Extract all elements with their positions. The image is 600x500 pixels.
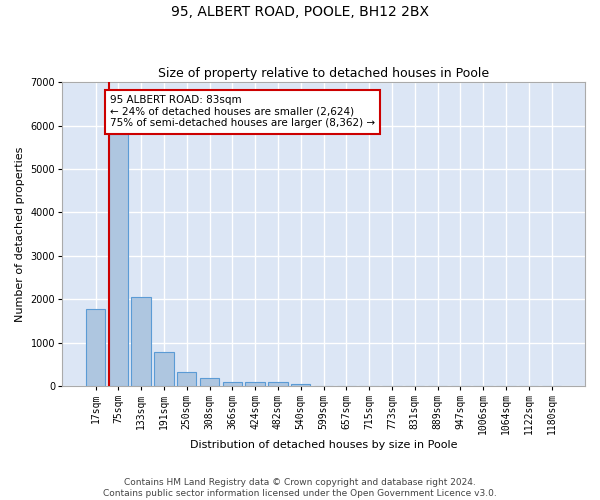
Bar xyxy=(131,298,151,386)
Text: 95 ALBERT ROAD: 83sqm
← 24% of detached houses are smaller (2,624)
75% of semi-d: 95 ALBERT ROAD: 83sqm ← 24% of detached … xyxy=(110,95,375,128)
Bar xyxy=(177,372,196,386)
Bar xyxy=(268,382,287,386)
Bar xyxy=(154,352,173,386)
Bar xyxy=(200,378,219,386)
Bar xyxy=(291,384,310,386)
Bar xyxy=(245,382,265,386)
Text: Contains HM Land Registry data © Crown copyright and database right 2024.
Contai: Contains HM Land Registry data © Crown c… xyxy=(103,478,497,498)
Text: 95, ALBERT ROAD, POOLE, BH12 2BX: 95, ALBERT ROAD, POOLE, BH12 2BX xyxy=(171,5,429,19)
X-axis label: Distribution of detached houses by size in Poole: Distribution of detached houses by size … xyxy=(190,440,457,450)
Bar xyxy=(223,382,242,386)
Bar xyxy=(109,134,128,386)
Bar xyxy=(86,309,105,386)
Y-axis label: Number of detached properties: Number of detached properties xyxy=(15,146,25,322)
Title: Size of property relative to detached houses in Poole: Size of property relative to detached ho… xyxy=(158,66,489,80)
